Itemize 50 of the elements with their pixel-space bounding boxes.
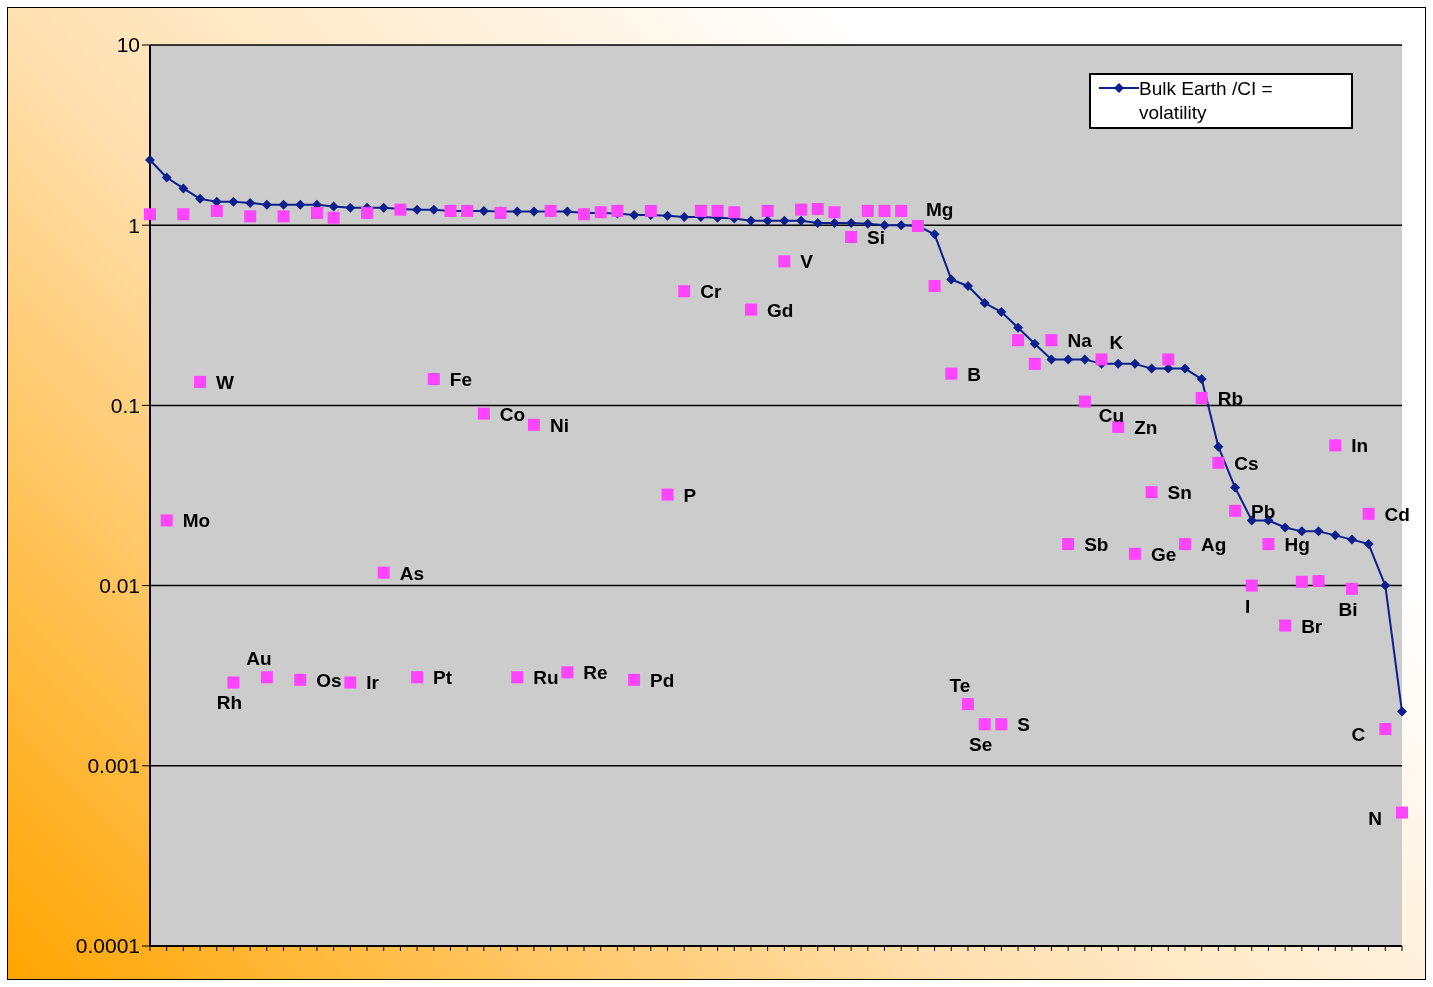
data-label: Cs — [1234, 452, 1259, 474]
data-label: Bi — [1338, 598, 1358, 620]
data-label: C — [1351, 724, 1366, 746]
data-label: W — [216, 371, 235, 393]
data-label: Ag — [1200, 534, 1227, 556]
data-label: N — [1368, 807, 1382, 829]
y-tick-label: 0.0001 — [75, 934, 140, 958]
data-label: Mg — [925, 198, 954, 220]
data-label: Ni — [549, 414, 569, 436]
data-label: Zn — [1134, 416, 1158, 438]
data-label: Se — [969, 734, 993, 756]
data-label: Sn — [1167, 482, 1192, 504]
data-label: Sb — [1084, 534, 1109, 556]
data-label: Ru — [533, 667, 559, 689]
data-label: Gd — [766, 299, 794, 321]
y-tick-label: 1 — [128, 213, 140, 237]
data-label: Te — [949, 675, 971, 697]
data-label: Rh — [216, 692, 243, 714]
data-label: As — [399, 562, 424, 584]
data-label: Br — [1301, 615, 1323, 637]
data-label: Hg — [1284, 534, 1310, 556]
data-label: Si — [867, 227, 886, 248]
data-label: Ir — [366, 672, 380, 694]
data-label: B — [967, 363, 982, 385]
data-label: Fe — [449, 369, 472, 391]
y-tick-label: 0.001 — [87, 754, 140, 778]
data-label: V — [800, 251, 814, 273]
data-label: S — [1017, 714, 1031, 736]
legend-label: Bulk Earth /CI = volatility — [1139, 77, 1274, 125]
data-label: Re — [583, 662, 608, 684]
data-label: P — [683, 484, 697, 506]
data-label: Rb — [1217, 387, 1244, 409]
data-label: Co — [499, 403, 526, 425]
y-tick-label: 0.01 — [99, 574, 140, 598]
data-label: Cu — [1098, 404, 1125, 426]
y-tick-label: 10 — [116, 33, 140, 57]
data-label: Au — [246, 648, 272, 670]
data-label: Pt — [433, 667, 453, 689]
y-tick-label: 0.1 — [110, 393, 140, 417]
data-label: Mo — [182, 510, 211, 532]
data-label: Pd — [650, 669, 675, 691]
data-label: Os — [316, 669, 342, 691]
data-label: I — [1245, 595, 1251, 617]
data-label: Pb — [1251, 500, 1276, 522]
data-label: Cr — [700, 281, 722, 303]
data-label: Ge — [1150, 543, 1177, 565]
data-label: Na — [1067, 330, 1093, 352]
data-label: K — [1109, 332, 1124, 354]
data-label: In — [1351, 435, 1369, 457]
data-label: Cd — [1384, 503, 1410, 525]
